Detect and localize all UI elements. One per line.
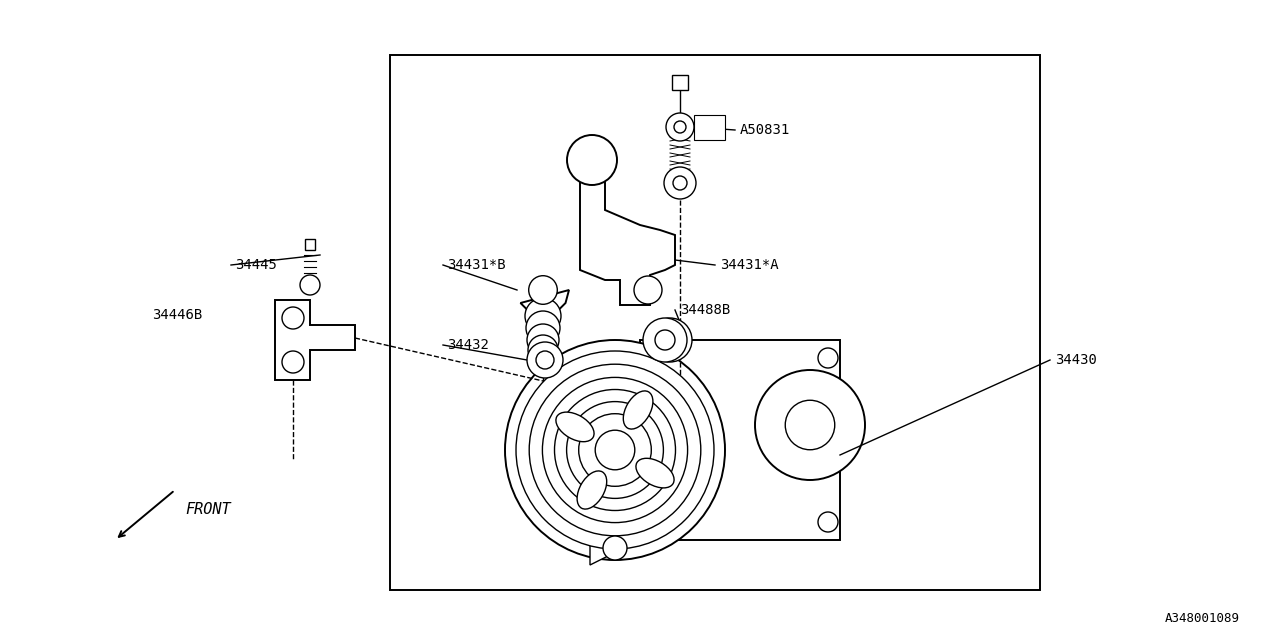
Circle shape [536, 351, 554, 369]
Circle shape [603, 536, 627, 560]
Text: A348001089: A348001089 [1165, 611, 1240, 625]
Polygon shape [672, 75, 689, 90]
Circle shape [675, 121, 686, 133]
Ellipse shape [623, 391, 653, 429]
Polygon shape [521, 290, 570, 316]
Polygon shape [694, 115, 724, 140]
Text: 34445: 34445 [236, 258, 276, 272]
Circle shape [785, 400, 835, 450]
Polygon shape [640, 340, 840, 540]
Circle shape [634, 276, 662, 304]
Circle shape [818, 348, 838, 368]
Polygon shape [305, 239, 315, 250]
Circle shape [643, 318, 687, 362]
Circle shape [529, 276, 557, 304]
Text: 34430: 34430 [1055, 353, 1097, 367]
Circle shape [666, 113, 694, 141]
Circle shape [554, 390, 676, 511]
Text: 34431*B: 34431*B [447, 258, 506, 272]
Ellipse shape [636, 458, 675, 488]
Text: A50831: A50831 [740, 123, 790, 137]
Circle shape [755, 370, 865, 480]
Circle shape [527, 324, 559, 356]
Text: FRONT: FRONT [186, 502, 230, 518]
Circle shape [529, 335, 558, 365]
Text: 34446B: 34446B [152, 308, 202, 322]
Circle shape [664, 167, 696, 199]
Circle shape [300, 275, 320, 295]
Circle shape [516, 351, 714, 549]
Circle shape [282, 307, 305, 329]
Text: 34431*A: 34431*A [719, 258, 778, 272]
Circle shape [655, 330, 675, 350]
Text: 34432: 34432 [447, 338, 489, 352]
Circle shape [282, 351, 305, 373]
Circle shape [527, 342, 563, 378]
Polygon shape [390, 55, 1039, 590]
Circle shape [567, 135, 617, 185]
Circle shape [525, 298, 561, 334]
Polygon shape [580, 160, 675, 305]
Circle shape [595, 430, 635, 470]
Polygon shape [590, 510, 640, 565]
Circle shape [579, 413, 652, 486]
Circle shape [567, 402, 663, 499]
Ellipse shape [556, 412, 594, 442]
Circle shape [506, 340, 724, 560]
Polygon shape [275, 300, 355, 380]
Circle shape [648, 318, 692, 362]
Ellipse shape [577, 471, 607, 509]
Circle shape [529, 364, 701, 536]
Circle shape [818, 512, 838, 532]
Circle shape [673, 176, 687, 190]
Circle shape [543, 378, 687, 523]
Circle shape [526, 311, 561, 345]
Text: 34488B: 34488B [680, 303, 731, 317]
